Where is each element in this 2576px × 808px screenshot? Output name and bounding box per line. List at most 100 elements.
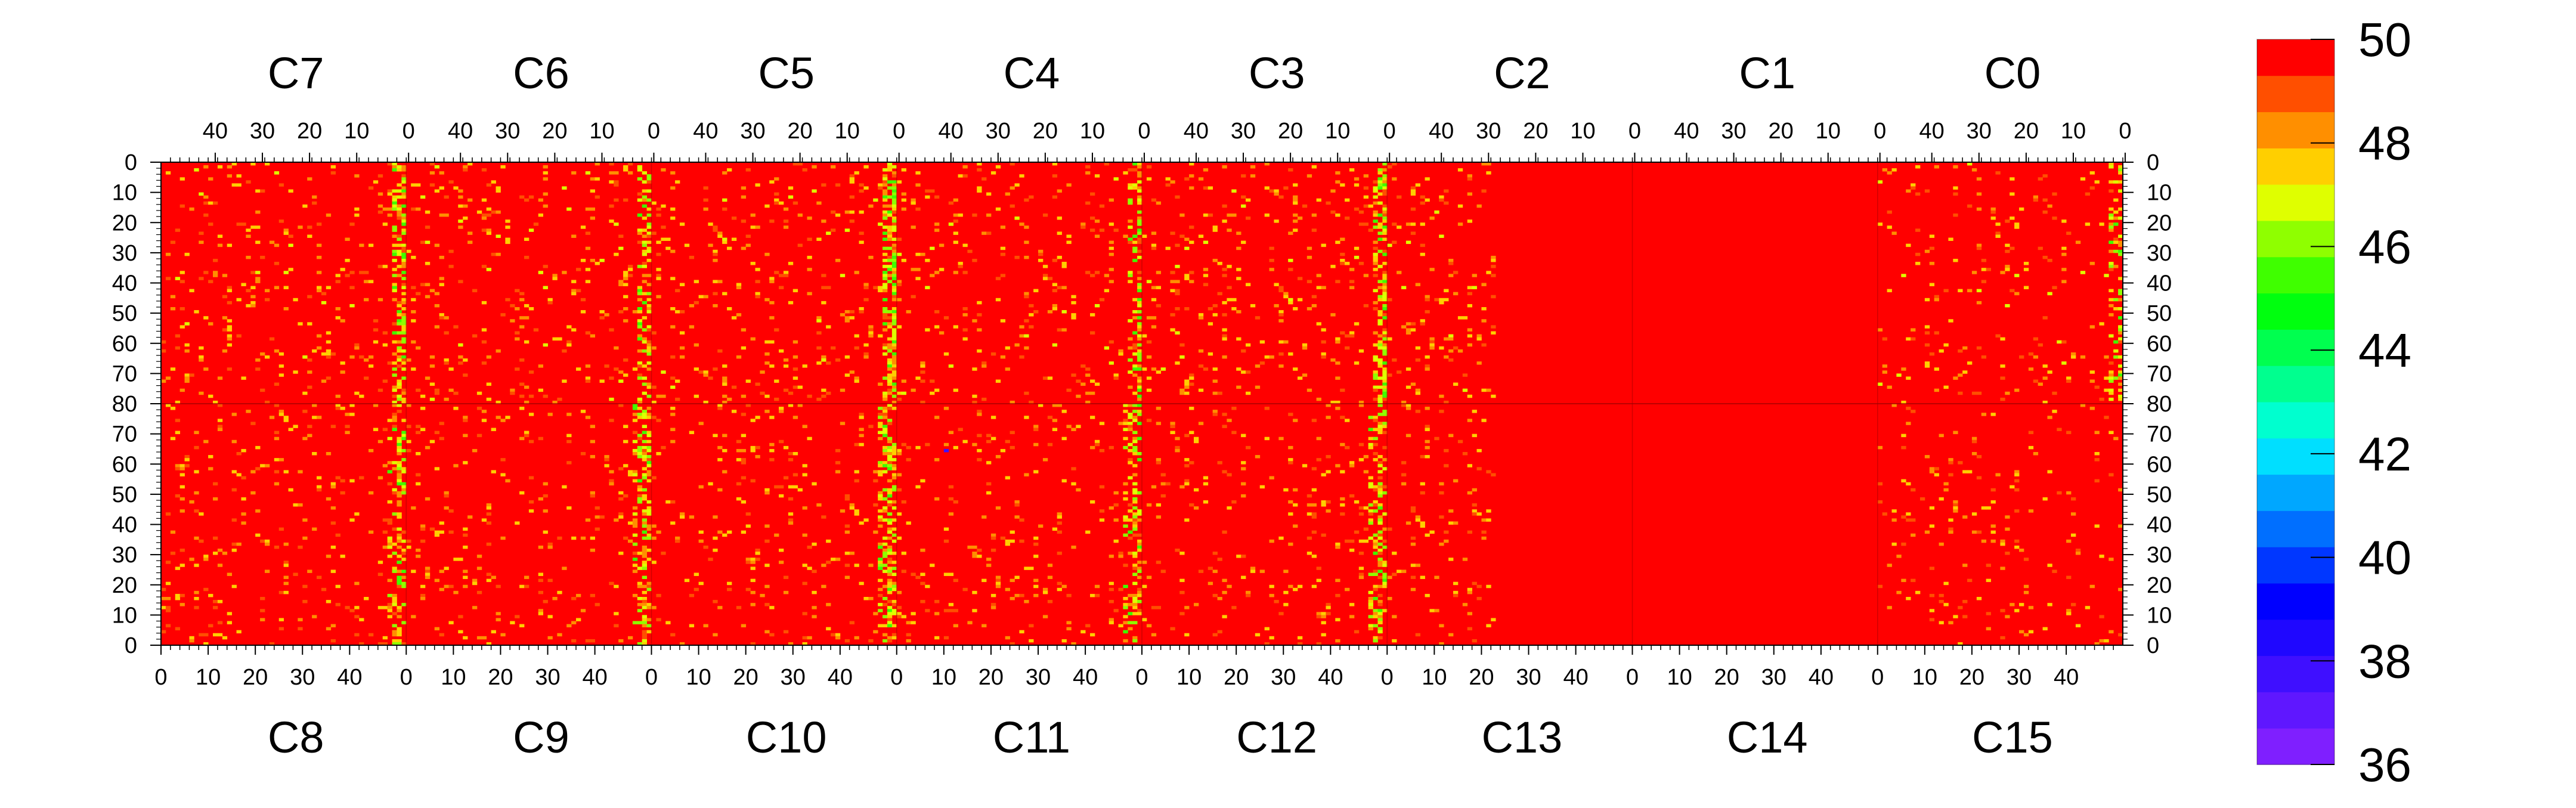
heatmap-cell [623,199,628,202]
heatmap-cell [1448,259,1453,262]
heatmap-cell [1203,283,1208,286]
heatmap-cell [1377,431,1382,434]
heatmap-cell [1901,543,1906,546]
heatmap-cell [953,579,958,582]
heatmap-cell [401,389,406,392]
heatmap-cell [1132,639,1137,642]
heatmap-cell [411,208,416,210]
heatmap-cell [1930,618,1934,621]
heatmap-cell [2029,367,2033,370]
heatmap-cell [1953,187,1958,190]
heatmap-cell [949,603,953,606]
heatmap-cell [1184,434,1189,437]
heatmap-cell [2033,452,2038,455]
heatmap-cell [1335,376,1340,379]
heatmap-cell [1481,537,1486,540]
heatmap-cell [930,564,934,566]
heatmap-cell [1156,422,1161,425]
heatmap-cell [845,576,850,579]
heatmap-cell [1104,274,1109,277]
heatmap-cell [1175,289,1179,292]
heatmap-cell [194,431,199,434]
heatmap-cell [1444,449,1448,452]
heatmap-cell [821,274,826,277]
heatmap-cell [708,244,713,247]
heatmap-cell [1382,193,1387,196]
heatmap-cell [1382,177,1387,180]
heatmap-cell [175,467,180,470]
heatmap-cell [1066,389,1071,392]
heatmap-cell [892,316,897,319]
heatmap-cell [1896,555,1901,558]
heatmap-cell [557,591,562,594]
heatmap-cell [401,361,406,364]
heatmap-cell [991,416,996,419]
heatmap-cell [524,199,529,202]
heatmap-cell [1439,301,1444,304]
heatmap-cell [1335,180,1340,183]
heatmap-cell [1014,515,1019,518]
heatmap-cell [401,271,406,274]
heatmap-cell [246,304,250,307]
heatmap-cell [397,582,401,585]
heatmap-cell [1170,425,1175,428]
heatmap-cell [883,410,887,413]
heatmap-cell [863,518,868,521]
heatmap-cell [317,222,321,225]
heatmap-cell [1444,355,1448,358]
heatmap-cell [1270,355,1274,358]
heatmap-cell [1377,543,1382,546]
heatmap-cell [401,582,406,585]
heatmap-cell [1151,367,1156,370]
heatmap-cell [609,180,614,183]
heatmap-cell [1109,446,1114,449]
heatmap-cell [1166,177,1171,180]
heatmap-cell [1293,219,1298,222]
heatmap-cell [642,383,647,386]
heatmap-cell [689,624,694,627]
heatmap-cell [746,244,751,247]
heatmap-cell [609,328,614,331]
heatmap-cell [180,271,185,274]
heatmap-cell [227,286,232,289]
heatmap-cell [1416,283,1420,286]
heatmap-cell [595,506,600,509]
heatmap-cell [326,213,331,216]
heatmap-cell [764,352,769,355]
heatmap-cell [642,624,647,627]
heatmap-cell [642,630,647,633]
heatmap-cell [642,546,647,549]
heatmap-cell [656,295,661,298]
heatmap-cell [784,358,788,361]
heatmap-cell [284,228,289,231]
heatmap-cell [656,277,661,280]
heatmap-cell [392,630,397,633]
heatmap-cell [255,358,260,361]
heatmap-cell [586,416,590,419]
heatmap-cell [1218,392,1222,395]
heatmap-cell [1425,440,1430,443]
heatmap-cell [930,380,934,383]
heatmap-cell [637,335,642,338]
heatmap-cell [1411,190,1416,193]
heatmap-cell [614,612,618,615]
heatmap-cell [826,392,831,395]
heatmap-cell [1453,383,1458,386]
x-tick-label-top: 0 [1628,119,1641,144]
heatmap-cell [1939,434,1944,437]
heatmap-cell [1128,202,1132,205]
heatmap-cell [401,355,406,358]
heatmap-cell [1231,307,1236,310]
heatmap-cell [401,431,406,434]
heatmap-cell [2071,352,2076,355]
heatmap-cell [892,295,897,298]
heatmap-cell [887,455,892,458]
heatmap-cell [741,476,746,479]
heatmap-cell [548,543,553,546]
heatmap-cell [246,235,250,238]
heatmap-cell [887,256,892,259]
heatmap-cell [883,238,887,241]
heatmap-cell [354,208,359,210]
heatmap-cell [694,367,699,370]
heatmap-cell [586,208,590,210]
